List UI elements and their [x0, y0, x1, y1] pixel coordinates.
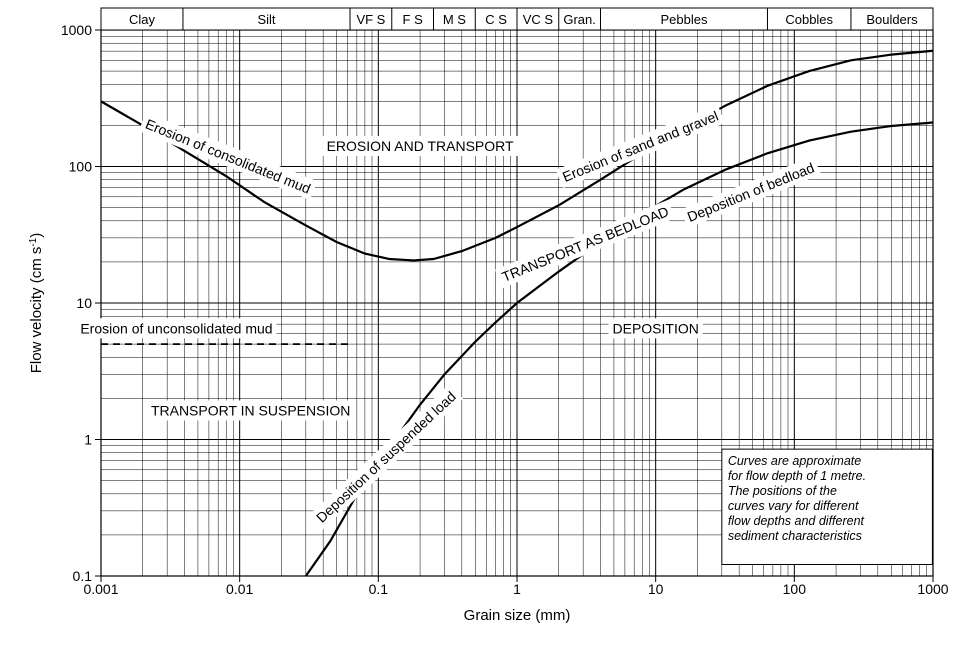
header-label: M S [443, 12, 466, 27]
label-group: Erosion of unconsolidated mud [76, 318, 276, 338]
header-label: VF S [356, 12, 385, 27]
header-label: C S [485, 12, 507, 27]
label-group: DEPOSITION [608, 318, 702, 338]
x-axis-label: Grain size (mm) [464, 607, 571, 624]
note-line: for flow depth of 1 metre. [728, 469, 866, 483]
x-tick-label: 1000 [917, 581, 948, 597]
label-group: EROSION AND TRANSPORT [323, 136, 518, 156]
x-tick-label: 0.01 [226, 581, 253, 597]
y-tick-label: 100 [69, 159, 93, 175]
header-label: Clay [129, 12, 156, 27]
note-line: The positions of the [728, 484, 837, 498]
label-text: EROSION AND TRANSPORT [327, 138, 514, 154]
y-tick-label: 0.1 [73, 568, 93, 584]
hjulstrom-diagram: Clay Silt VF S F S M S C S VC S Gran. Pebbles Cob… [0, 0, 959, 646]
note-line: Curves are approximate [728, 454, 861, 468]
y-axis-label: Flow velocity (cm s-1) [28, 233, 46, 374]
header-label: Pebbles [660, 12, 707, 27]
header-label: Boulders [866, 12, 918, 27]
y-tick-label: 1000 [61, 22, 92, 38]
label-text: Erosion of unconsolidated mud [80, 320, 272, 336]
y-tick-label: 10 [76, 295, 92, 311]
x-tick-label: 10 [648, 581, 664, 597]
label-text: DEPOSITION [612, 320, 698, 336]
header-label: F S [403, 12, 424, 27]
note-line: sediment characteristics [728, 529, 862, 543]
y-tick-label: 1 [84, 432, 92, 448]
note-line: curves vary for different [728, 499, 859, 513]
note-line: flow depths and different [728, 514, 865, 528]
header-label: VC S [523, 12, 554, 27]
header-label: Gran. [563, 12, 596, 27]
header-label: Cobbles [785, 12, 833, 27]
label-group: TRANSPORT IN SUSPENSION [147, 400, 354, 420]
x-tick-label: 0.1 [369, 581, 389, 597]
header-label: Silt [257, 12, 275, 27]
x-tick-label: 1 [513, 581, 521, 597]
x-tick-label: 100 [783, 581, 807, 597]
label-text: TRANSPORT IN SUSPENSION [151, 402, 350, 418]
